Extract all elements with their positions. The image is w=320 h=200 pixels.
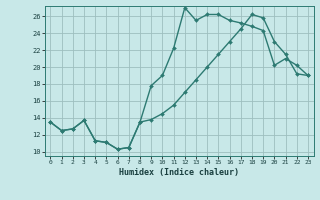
X-axis label: Humidex (Indice chaleur): Humidex (Indice chaleur)	[119, 168, 239, 177]
